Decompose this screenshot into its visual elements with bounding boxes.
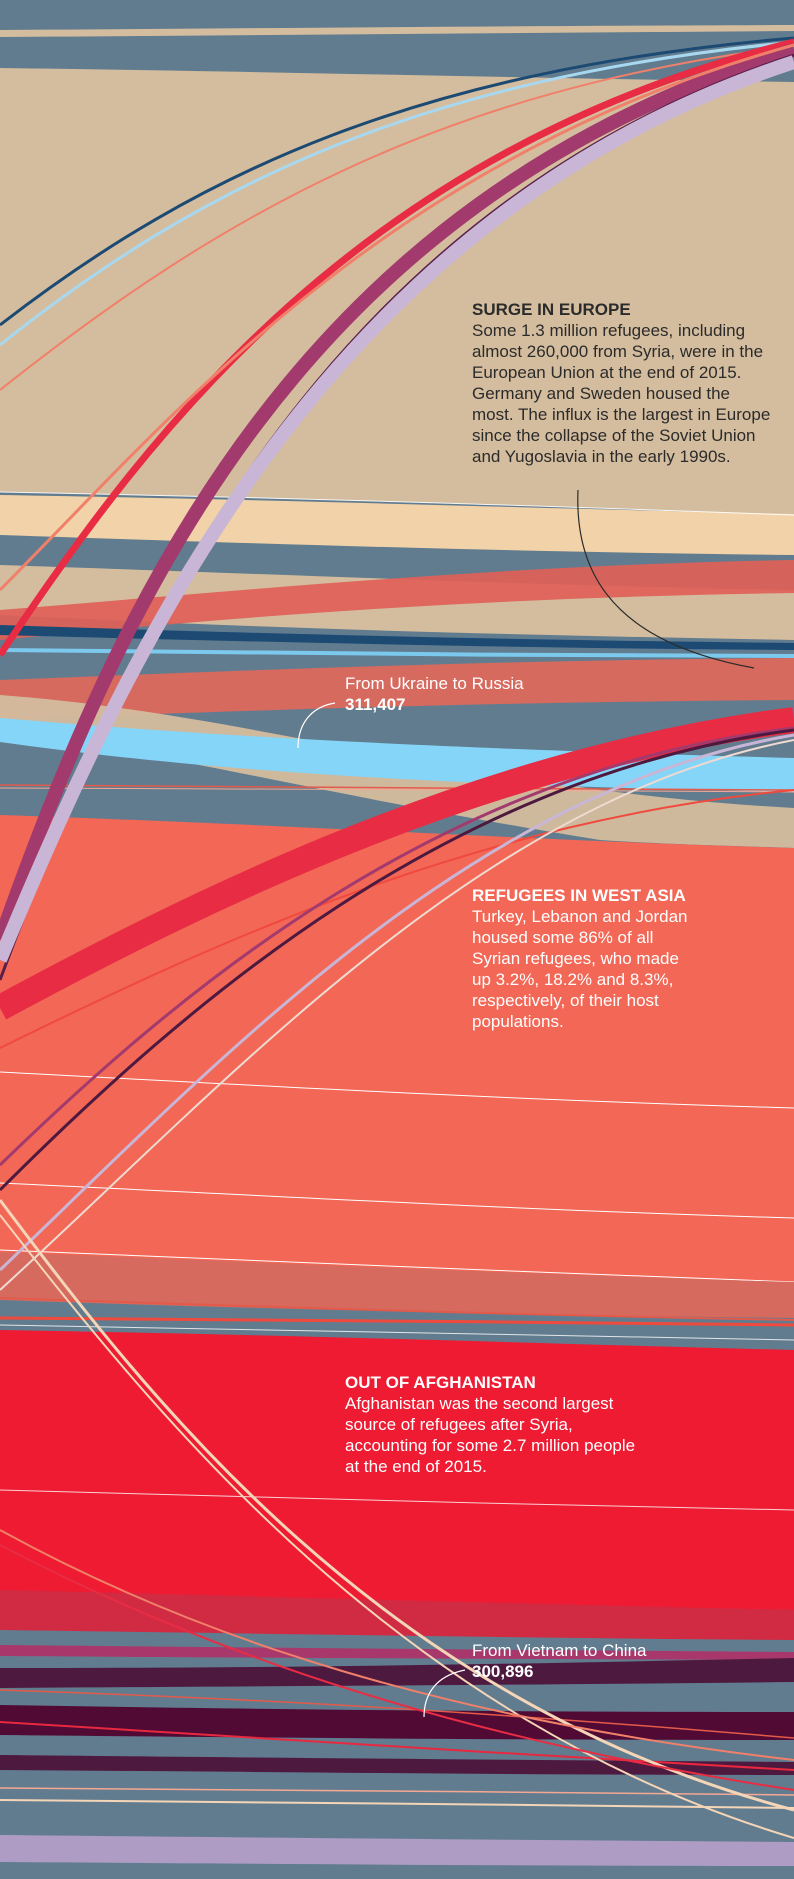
flow-curve-lavender-wide xyxy=(0,55,794,963)
flow-band-salmon-2 xyxy=(0,658,794,720)
ukraine-russia-value: 311,407 xyxy=(345,695,406,714)
flow-curve-lavender-mid xyxy=(0,733,794,1272)
flow-curve-red-wide-mid xyxy=(0,707,794,1020)
flow-line-bottom-4 xyxy=(0,1799,794,1809)
afghanistan-annotation-body: Afghanistan was the second largest sourc… xyxy=(345,1394,636,1476)
flow-curve-magenta-mid xyxy=(0,726,794,1167)
flow-band-salmon-cross xyxy=(0,560,794,640)
flow-line-below-wa-3 xyxy=(0,1324,794,1341)
flow-band-magenta-thin xyxy=(0,1645,794,1660)
west-asia-annotation-body: Turkey, Lebanon and Jordan housed some 8… xyxy=(472,907,688,1031)
ukraine-leader-line xyxy=(297,702,336,749)
ukraine-russia-label: From Ukraine to Russia 311,407 xyxy=(345,673,524,715)
vietnam-leader-line xyxy=(423,1669,466,1718)
flow-curve-light-blue-top xyxy=(0,40,794,347)
flow-band-afghanistan xyxy=(0,1330,794,1610)
europe-annotation-title: SURGE IN EUROPE xyxy=(472,300,631,319)
flow-line-mid-2 xyxy=(0,787,794,793)
afghanistan-annotation-title: OUT OF AFGHANISTAN xyxy=(345,1373,536,1392)
flow-band-west-asia xyxy=(0,815,794,1292)
flow-curve-red-syria xyxy=(0,38,794,657)
vietnam-china-label-text: From Vietnam to China xyxy=(472,1641,647,1660)
flow-line-afg-1 xyxy=(0,1489,794,1511)
flow-line-mid-1 xyxy=(0,784,794,791)
flow-band-europe xyxy=(0,68,794,515)
flow-line-bottom-2 xyxy=(0,1721,794,1771)
vietnam-china-value: 300,896 xyxy=(472,1662,534,1681)
flow-band-lavender-bottom xyxy=(0,1835,794,1866)
flow-line-west-asia-2 xyxy=(0,1182,794,1219)
flow-curve-magenta-wide xyxy=(0,43,794,943)
flow-line-west-asia-3 xyxy=(0,1249,794,1283)
flow-curve-dark-blue-top xyxy=(0,36,794,327)
flow-curve-salmon-mid xyxy=(0,43,794,592)
afghanistan-annotation: OUT OF AFGHANISTAN Afghanistan was the s… xyxy=(345,1372,645,1477)
flow-band-top-light xyxy=(0,25,794,37)
europe-annotation-body: Some 1.3 million refugees, including alm… xyxy=(472,321,771,466)
flow-line-bottom-3 xyxy=(0,1787,794,1796)
west-asia-annotation: REFUGEES IN WEST ASIA Turkey, Lebanon an… xyxy=(472,885,702,1032)
flow-line-west-asia-1 xyxy=(0,1071,794,1109)
flow-curve-pale-mid xyxy=(0,739,794,1291)
flow-curve-salmon-top xyxy=(0,45,794,391)
west-asia-annotation-title: REFUGEES IN WEST ASIA xyxy=(472,886,686,905)
flow-band-afg-lower xyxy=(0,1590,794,1640)
flow-line-europe-edge xyxy=(0,491,794,516)
flow-band-purple-thin xyxy=(0,1755,794,1775)
vietnam-china-label: From Vietnam to China 300,896 xyxy=(472,1640,646,1682)
flow-curve-pale-down-1 xyxy=(0,1199,794,1812)
europe-leader-line xyxy=(577,489,755,669)
flow-curve-pale-down-2 xyxy=(0,1214,794,1839)
flow-band-dark-blue xyxy=(0,625,794,650)
ukraine-russia-label-text: From Ukraine to Russia xyxy=(345,674,524,693)
flow-band-vietnam-china xyxy=(0,1658,794,1688)
flow-curve-salmon-down xyxy=(0,1529,794,1761)
flow-line-bottom-1 xyxy=(0,1689,794,1739)
flow-line-below-wa-1 xyxy=(0,1297,794,1321)
flow-curve-red-down xyxy=(0,1544,794,1791)
flow-line-below-wa-2 xyxy=(0,1316,794,1327)
flow-band-west-asia-lower xyxy=(0,1252,794,1318)
europe-annotation: SURGE IN EUROPE Some 1.3 million refugee… xyxy=(472,299,772,467)
flow-curve-purple-mid xyxy=(0,728,794,1192)
